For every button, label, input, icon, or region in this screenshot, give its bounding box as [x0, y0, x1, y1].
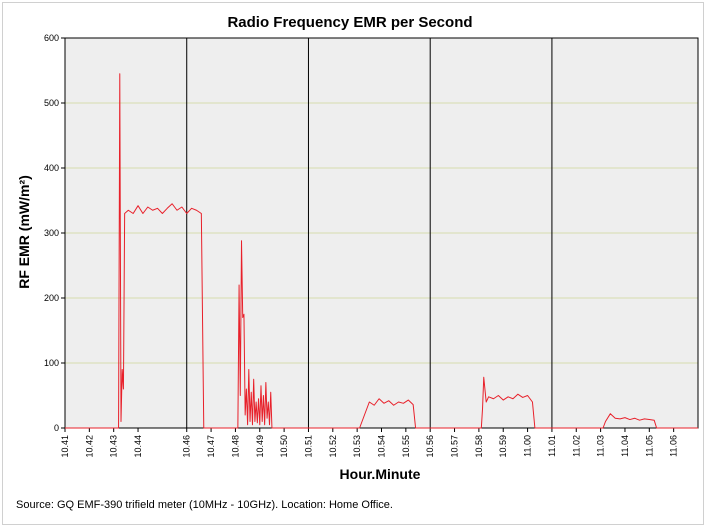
x-tick-label: 10.47 — [206, 435, 216, 458]
y-tick-label: 200 — [44, 293, 59, 303]
x-tick-label: 10.41 — [60, 435, 70, 458]
y-tick-label: 600 — [44, 33, 59, 43]
x-axis-title: Hour.Minute — [340, 466, 421, 482]
x-tick-label: 10.43 — [109, 435, 119, 458]
x-tick-label: 10.55 — [401, 435, 411, 458]
x-tick-label: 10.49 — [255, 435, 265, 458]
x-tick-label: 10.56 — [425, 435, 435, 458]
x-tick-label: 10.57 — [450, 435, 460, 458]
x-tick-label: 11.04 — [620, 435, 630, 457]
x-tick-label: 11.00 — [523, 435, 533, 457]
x-tick-label: 11.03 — [596, 435, 606, 457]
x-tick-label: 10.59 — [498, 435, 508, 458]
x-tick-label: 10.58 — [474, 435, 484, 458]
x-tick-label: 11.05 — [644, 435, 654, 457]
x-tick-label: 10.44 — [133, 435, 143, 458]
x-tick-label: 10.42 — [84, 435, 94, 458]
series-line — [65, 73, 698, 429]
x-tick-label: 10.50 — [279, 435, 289, 458]
chart-title: Radio Frequency EMR per Second — [227, 14, 472, 31]
y-tick-label: 100 — [44, 358, 59, 368]
x-tick-label: 10.48 — [230, 435, 240, 458]
y-axis-title: RF EMR (mW/m²) — [16, 175, 32, 289]
x-tick-label: 11.06 — [669, 435, 679, 457]
y-tick-label: 400 — [44, 163, 59, 173]
source-note: Source: GQ EMF-390 trifield meter (10MHz… — [16, 499, 393, 511]
x-tick-label: 10.51 — [303, 435, 313, 458]
plot-border — [64, 37, 699, 429]
x-tick-label: 11.01 — [547, 435, 557, 457]
x-tick-label: 10.54 — [377, 435, 387, 458]
x-tick-label: 10.52 — [328, 435, 338, 458]
x-tick-label: 11.02 — [571, 435, 581, 457]
y-tick-label: 500 — [44, 98, 59, 108]
plot-area: 0 100 200 300 400 500 600 10.41 10.42 10.43 10.44 1… — [44, 33, 699, 458]
x-tick-label: 10.46 — [182, 435, 192, 458]
x-tick-label: 10.53 — [352, 435, 362, 458]
y-tick-label: 300 — [44, 228, 59, 238]
y-tick-label: 0 — [54, 423, 59, 433]
